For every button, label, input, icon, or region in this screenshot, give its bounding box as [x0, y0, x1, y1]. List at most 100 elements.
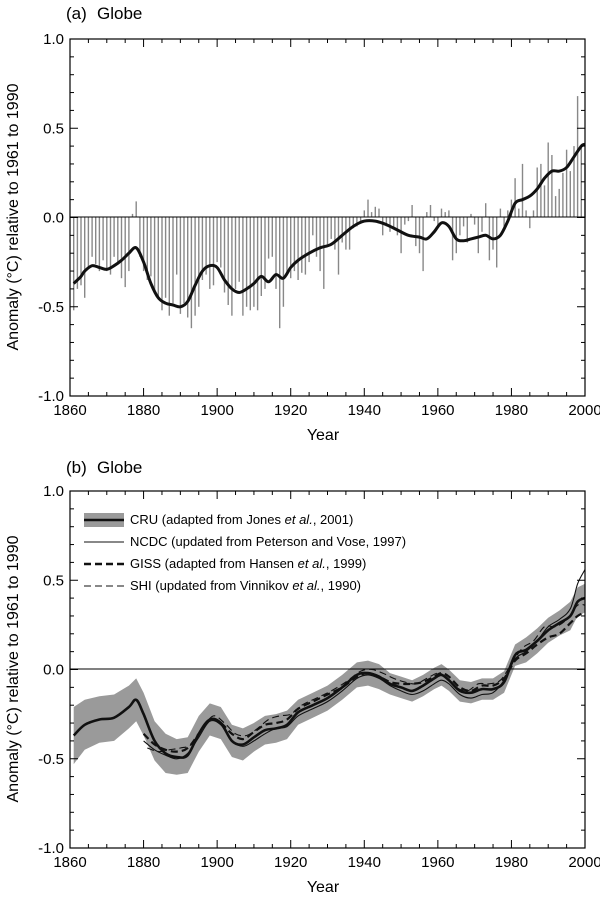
annual-bar	[120, 217, 123, 279]
legend-label: NCDC (updated from Peterson and Vose, 19…	[130, 534, 406, 549]
annual-bar	[179, 217, 182, 314]
annual-bar	[363, 210, 365, 218]
a-x-tick-label: 1900	[200, 402, 233, 419]
annual-bar	[554, 196, 557, 218]
annual-bar	[91, 217, 93, 257]
annual-bar	[109, 217, 112, 275]
annual-bar	[444, 212, 446, 218]
annual-bar	[426, 212, 428, 218]
panel-b-label: (b)	[66, 458, 87, 477]
annual-bar	[102, 217, 104, 261]
annual-bar	[367, 199, 369, 218]
annual-bar	[470, 213, 472, 218]
annual-bar	[551, 155, 553, 218]
annual-bar	[418, 217, 421, 254]
annual-bar	[499, 208, 502, 218]
annual-bar	[525, 210, 527, 218]
annual-bar	[293, 217, 296, 272]
annual-bar	[87, 217, 90, 268]
annual-bar	[131, 213, 134, 218]
a-x-tick-label: 1920	[274, 402, 307, 419]
legend-label-italic: et al.	[292, 578, 320, 593]
annual-bar	[393, 217, 395, 229]
legend-label-italic: et al.	[298, 556, 326, 571]
annual-bar	[304, 217, 307, 275]
annual-bar	[518, 208, 520, 218]
b-x-tick-label: 1940	[348, 854, 381, 871]
annual-bar	[157, 217, 159, 300]
annual-bar	[264, 217, 266, 289]
annual-bar	[429, 205, 432, 218]
a-x-tick-label: 1880	[127, 402, 160, 419]
annual-bar	[223, 217, 226, 293]
annual-bar	[440, 208, 443, 218]
annual-bar	[290, 217, 292, 279]
annual-bars	[73, 96, 586, 329]
annual-bar	[95, 217, 97, 264]
annual-bar	[76, 217, 79, 289]
annual-bar	[569, 171, 571, 218]
annual-bar	[382, 217, 384, 236]
annual-bar	[348, 217, 351, 250]
y-axis-title: Anomaly (°C) relative to 1961 to 1990	[5, 83, 22, 350]
legend-label: SHI (updated from Vinnikov et al., 1990)	[130, 578, 361, 593]
legend-label-part: , 2001)	[313, 512, 353, 527]
panel-b-title: Globe	[97, 458, 142, 477]
annual-bar	[256, 217, 259, 311]
annual-bar	[164, 217, 167, 298]
annual-bar	[146, 217, 148, 280]
annual-bar	[562, 172, 564, 218]
giss-line	[142, 611, 586, 753]
annual-bar	[183, 217, 185, 304]
annual-bar	[455, 217, 457, 254]
annual-bar	[576, 96, 579, 218]
annual-bar	[573, 146, 575, 218]
annual-bar	[117, 217, 119, 264]
annual-bar	[451, 217, 454, 261]
annual-bar	[532, 210, 535, 218]
annual-bar	[315, 217, 318, 257]
b-y-tick-label: 1.0	[43, 483, 64, 500]
ncdc-line	[143, 569, 586, 760]
annual-bar	[308, 217, 310, 263]
annual-bar	[565, 149, 568, 218]
annual-bar	[529, 217, 531, 229]
annual-bar	[168, 217, 170, 316]
legend-label-part: NCDC (updated from Peterson and Vose, 19…	[130, 534, 406, 549]
legend-label: GISS (adapted from Hansen et al., 1999)	[130, 556, 366, 571]
a-y-tick-label: -1.0	[38, 388, 64, 405]
legend-label: CRU (adapted from Jones et al., 2001)	[130, 512, 353, 527]
b-x-tick-label: 2000	[568, 854, 600, 871]
annual-bar	[80, 217, 82, 286]
annual-bar	[113, 217, 115, 257]
annual-bar	[404, 217, 406, 225]
b-x-tick-label: 1900	[200, 854, 233, 871]
legend-label-part: GISS (adapted from Hansen	[130, 556, 298, 571]
a-y-tick-label: -0.5	[38, 299, 64, 316]
annual-bar	[540, 163, 542, 218]
annual-bar	[547, 142, 549, 218]
annual-bar	[242, 217, 244, 316]
annual-bar	[337, 217, 340, 275]
legend: CRU (adapted from Jones et al., 2001) NCD…	[84, 512, 406, 593]
annual-bar	[415, 217, 417, 247]
annual-bar	[477, 217, 479, 254]
b-y-tick-label: -0.5	[38, 751, 64, 768]
annual-bar	[275, 217, 277, 289]
annual-bar	[161, 217, 163, 311]
cru-line	[72, 596, 586, 759]
panel-a-title: Globe	[97, 4, 142, 23]
b-y-tick-label: -1.0	[38, 840, 64, 857]
annual-bar	[216, 217, 218, 263]
annual-bar	[124, 217, 126, 288]
a-y-tick-label: 0.0	[43, 210, 64, 227]
a-x-tick-label: 1940	[348, 402, 381, 419]
annual-bar	[209, 217, 211, 289]
a-y-tick-label: 1.0	[43, 31, 64, 48]
annual-bar	[238, 217, 240, 282]
annual-bar	[396, 217, 399, 236]
axes: 1860 1880 1900 1920 1940 1960 1980 2000 1.0 0.5 0.…	[38, 31, 600, 419]
annual-bar	[507, 210, 509, 218]
annual-bar	[301, 217, 303, 273]
